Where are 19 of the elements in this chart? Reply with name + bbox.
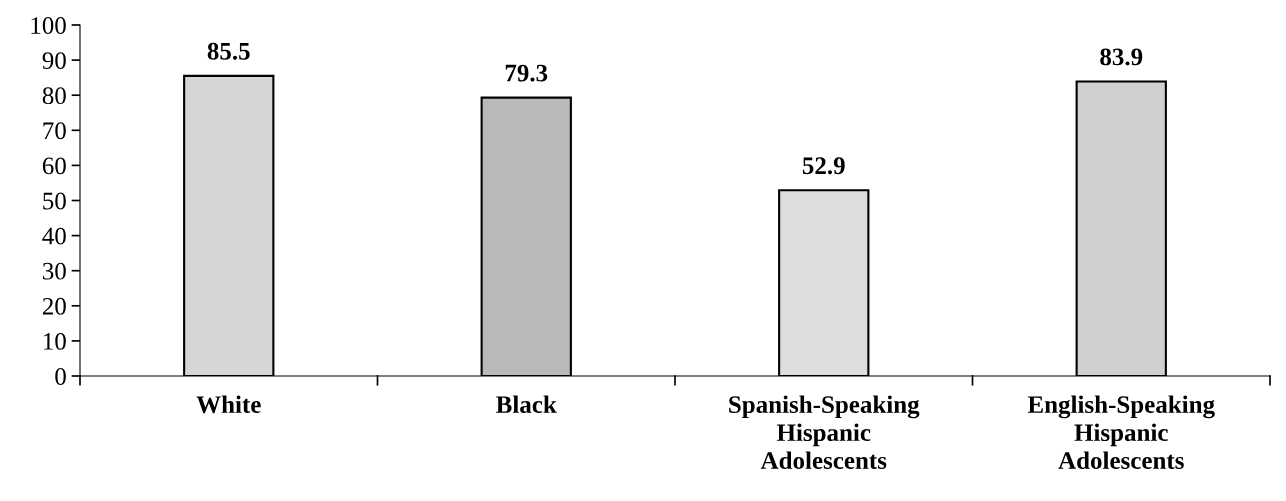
y-tick-label: 80 <box>42 87 66 105</box>
x-tick-label: English-Speaking Hispanic Adolescents <box>1027 395 1215 469</box>
data-label: 85.5 <box>207 42 250 60</box>
x-tick-label: White <box>196 395 261 414</box>
y-tick-label: 40 <box>42 227 66 245</box>
data-label: 52.9 <box>802 157 845 175</box>
y-tick-label: 90 <box>42 52 66 70</box>
y-tick-label: 20 <box>42 297 66 315</box>
y-tick-label: 10 <box>44 332 66 350</box>
x-tick-label: Spanish-Speaking Hispanic Adolescents <box>729 395 920 469</box>
y-tick-label: 50 <box>43 192 66 210</box>
y-tick-label: 100 <box>31 17 66 34</box>
y-tick-label: 30 <box>43 262 66 280</box>
y-tick-label: 70 <box>43 122 66 140</box>
data-label: 83.9 <box>1100 48 1143 66</box>
y-tick-label: 0 <box>55 368 66 385</box>
data-label: 79.3 <box>505 64 548 82</box>
x-tick-label: Black <box>496 395 557 414</box>
y-tick-label: 60 <box>42 157 66 175</box>
